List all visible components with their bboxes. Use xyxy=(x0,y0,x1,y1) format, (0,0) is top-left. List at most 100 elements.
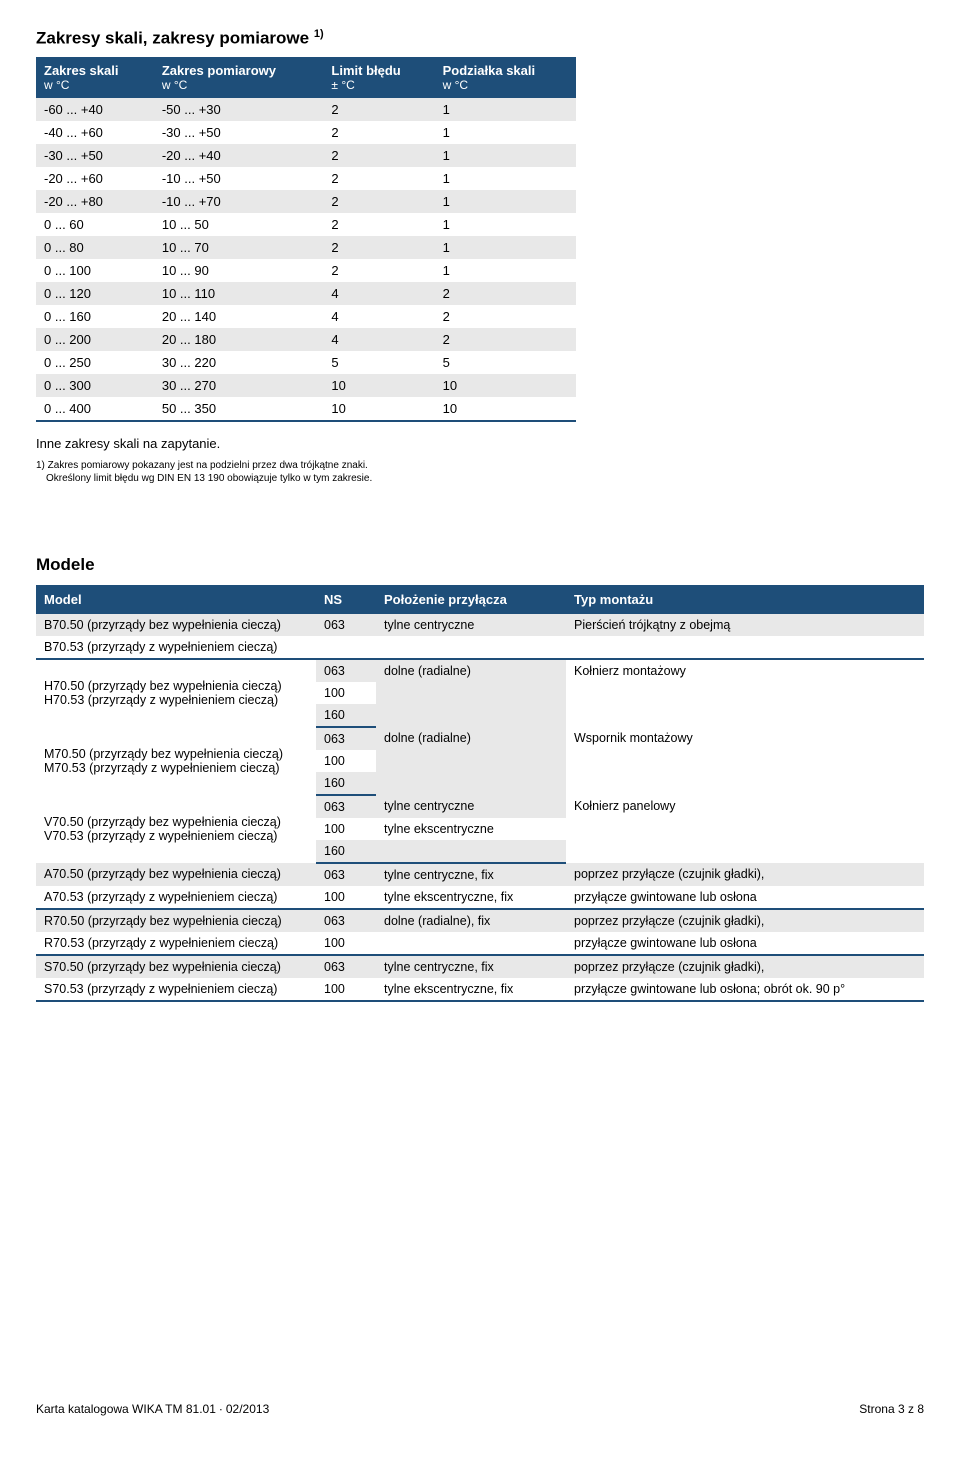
footer-right: Strona 3 z 8 xyxy=(859,1402,924,1416)
ranges-cell: 2 xyxy=(323,259,434,282)
ranges-cell: 5 xyxy=(435,351,576,374)
footer-left: Karta katalogowa WIKA TM 81.01 ∙ 02/2013 xyxy=(36,1402,269,1416)
cell: 100 xyxy=(316,682,376,704)
ranges-title-sup: 1) xyxy=(314,28,324,40)
other-ranges-note: Inne zakresy skali na zapytanie. xyxy=(36,436,924,451)
ranges-cell: 10 xyxy=(323,374,434,397)
cell: V70.50 (przyrządy bez wypełnienia cieczą… xyxy=(44,815,281,829)
ranges-header: Podziałka skaliw °C xyxy=(435,57,576,98)
ranges-cell: -20 ... +60 xyxy=(36,167,154,190)
cell: R70.50 (przyrządy bez wypełnienia cieczą… xyxy=(36,909,316,932)
ranges-title: Zakresy skali, zakresy pomiarowe 1) xyxy=(36,28,924,49)
ranges-cell: -50 ... +30 xyxy=(154,98,324,121)
cell: M70.53 (przyrządy z wypełnieniem cieczą) xyxy=(44,761,280,775)
cell: poprzez przyłącze (czujnik gładki), xyxy=(566,863,924,886)
cell: 063 xyxy=(316,863,376,886)
cell: 063 xyxy=(316,727,376,750)
ranges-cell: 10 ... 50 xyxy=(154,213,324,236)
ranges-cell: 1 xyxy=(435,144,576,167)
cell: A70.50 (przyrządy bez wypełnienia cieczą… xyxy=(36,863,316,886)
cell: R70.53 (przyrządy z wypełnieniem cieczą) xyxy=(36,932,316,955)
models-title: Modele xyxy=(36,555,924,575)
ranges-cell: 0 ... 250 xyxy=(36,351,154,374)
ranges-cell: 30 ... 270 xyxy=(154,374,324,397)
cell: poprzez przyłącze (czujnik gładki), xyxy=(566,955,924,978)
cell: 160 xyxy=(316,840,376,863)
ranges-cell: -10 ... +70 xyxy=(154,190,324,213)
ranges-cell: 0 ... 400 xyxy=(36,397,154,421)
cell: tylne centryczne xyxy=(376,795,566,818)
ranges-cell: 50 ... 350 xyxy=(154,397,324,421)
cell: H70.53 (przyrządy z wypełnieniem cieczą) xyxy=(44,693,278,707)
ranges-cell: 10 ... 90 xyxy=(154,259,324,282)
ranges-cell: 0 ... 300 xyxy=(36,374,154,397)
cell: dolne (radialne) xyxy=(376,727,566,795)
ranges-cell: 4 xyxy=(323,328,434,351)
cell: B70.53 (przyrządy z wypełnieniem cieczą) xyxy=(36,636,316,659)
ranges-cell: 4 xyxy=(323,282,434,305)
ranges-cell: 20 ... 140 xyxy=(154,305,324,328)
ranges-cell: -10 ... +50 xyxy=(154,167,324,190)
ranges-cell: 0 ... 60 xyxy=(36,213,154,236)
footnote-2: Określony limit błędu wg DIN EN 13 190 o… xyxy=(36,472,924,485)
ranges-cell: -30 ... +50 xyxy=(154,121,324,144)
cell: 063 xyxy=(316,659,376,682)
ranges-cell: 2 xyxy=(323,121,434,144)
ranges-cell: 1 xyxy=(435,259,576,282)
ranges-cell: -40 ... +60 xyxy=(36,121,154,144)
cell: tylne centryczne, fix xyxy=(376,863,566,886)
ranges-header: Zakres skaliw °C xyxy=(36,57,154,98)
ranges-cell: 2 xyxy=(323,167,434,190)
ranges-cell: 1 xyxy=(435,121,576,144)
ranges-cell: 10 xyxy=(435,397,576,421)
ranges-cell: 2 xyxy=(323,190,434,213)
ranges-cell: 0 ... 80 xyxy=(36,236,154,259)
ranges-cell: 2 xyxy=(323,213,434,236)
ranges-cell: -20 ... +80 xyxy=(36,190,154,213)
cell: Kołnierz montażowy xyxy=(566,659,924,727)
cell: 160 xyxy=(316,772,376,795)
cell: B70.50 (przyrządy bez wypełnienia cieczą… xyxy=(36,614,316,636)
ranges-table: Zakres skaliw °CZakres pomiarowyw °CLimi… xyxy=(36,57,576,422)
cell: dolne (radialne), fix xyxy=(376,909,566,932)
cell: poprzez przyłącze (czujnik gładki), xyxy=(566,909,924,932)
cell: M70.50 (przyrządy bez wypełnienia cieczą… xyxy=(44,747,283,761)
ranges-cell: 30 ... 220 xyxy=(154,351,324,374)
ranges-cell: -60 ... +40 xyxy=(36,98,154,121)
cell: tylne centryczne, fix xyxy=(376,955,566,978)
ranges-cell: 0 ... 200 xyxy=(36,328,154,351)
cell: 100 xyxy=(316,750,376,772)
cell: dolne (radialne) xyxy=(376,659,566,727)
ranges-cell: 1 xyxy=(435,98,576,121)
cell: 100 xyxy=(316,818,376,840)
ranges-cell: 5 xyxy=(323,351,434,374)
cell: tylne centryczne xyxy=(376,614,566,636)
ranges-cell: 20 ... 180 xyxy=(154,328,324,351)
cell: 100 xyxy=(316,978,376,1001)
ranges-cell: -30 ... +50 xyxy=(36,144,154,167)
cell: 100 xyxy=(316,932,376,955)
cell: tylne ekscentryczne, fix xyxy=(376,978,566,1001)
cell: V70.53 (przyrządy z wypełnieniem cieczą) xyxy=(44,829,277,843)
cell: 063 xyxy=(316,614,376,636)
cell: przyłącze gwintowane lub osłona xyxy=(566,932,924,955)
ranges-cell: 2 xyxy=(435,282,576,305)
cell: H70.50 (przyrządy bez wypełnienia cieczą… xyxy=(44,679,282,693)
ranges-cell: 2 xyxy=(435,328,576,351)
ranges-cell: 1 xyxy=(435,167,576,190)
ranges-cell: 2 xyxy=(435,305,576,328)
ranges-cell: 10 xyxy=(435,374,576,397)
models-h-ns: NS xyxy=(316,585,376,614)
ranges-cell: 4 xyxy=(323,305,434,328)
cell: tylne ekscentryczne xyxy=(376,818,566,840)
models-h-mount: Typ montażu xyxy=(566,585,924,614)
ranges-cell: 1 xyxy=(435,213,576,236)
cell: Kołnierz panelowy xyxy=(566,795,924,863)
ranges-cell: 10 ... 70 xyxy=(154,236,324,259)
models-h-pos: Położenie przyłącza xyxy=(376,585,566,614)
ranges-header: Limit błędu± °C xyxy=(323,57,434,98)
cell: 160 xyxy=(316,704,376,727)
ranges-cell: 2 xyxy=(323,144,434,167)
cell: tylne ekscentryczne, fix xyxy=(376,886,566,909)
cell: 063 xyxy=(316,795,376,818)
